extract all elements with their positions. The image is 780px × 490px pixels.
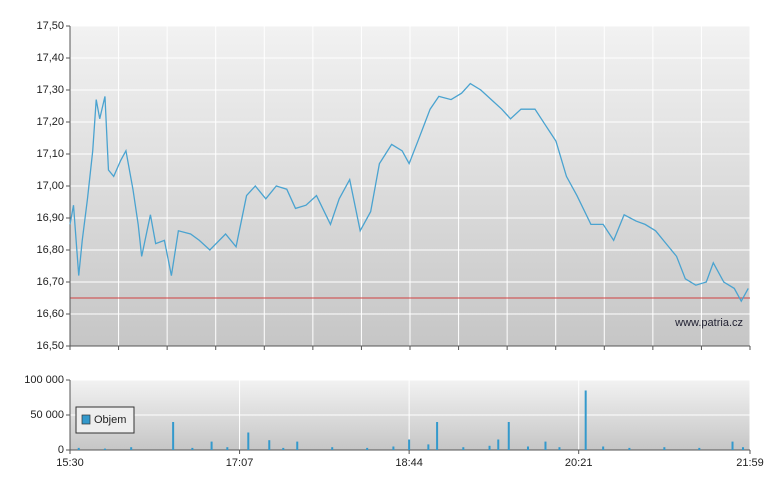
volume-bar: [558, 447, 561, 450]
volume-bar: [584, 390, 587, 450]
y-tick-label: 16,90: [36, 212, 64, 224]
volume-bar: [663, 447, 666, 450]
legend-swatch: [81, 414, 91, 425]
legend-label: Objem: [94, 414, 126, 426]
volume-bar: [544, 441, 547, 450]
volume-bar: [488, 445, 491, 450]
y-tick-label: 17,10: [36, 148, 64, 160]
volume-bar: [77, 447, 80, 450]
volume-bar: [392, 446, 395, 450]
volume-bar: [191, 447, 194, 450]
y-tick-label: 0: [58, 444, 64, 456]
x-tick-label: 15:30: [56, 457, 84, 469]
volume-bar: [497, 439, 500, 450]
volume-bar: [742, 447, 745, 450]
x-tick-label: 20:21: [565, 457, 593, 469]
volume-bar: [628, 447, 631, 450]
y-tick-label: 17,50: [36, 20, 64, 32]
volume-bar: [210, 441, 213, 450]
y-tick-label: 16,80: [36, 244, 64, 256]
volume-bar: [698, 447, 701, 450]
y-tick-label: 17,00: [36, 180, 64, 192]
x-tick-label: 17:07: [226, 457, 254, 469]
volume-bar: [507, 422, 510, 450]
volume-bar: [408, 439, 411, 450]
y-tick-label: 17,30: [36, 84, 64, 96]
watermark: www.patria.cz: [674, 317, 743, 329]
volume-bar: [296, 441, 299, 450]
volume-bar: [172, 422, 175, 450]
volume-bar: [226, 447, 229, 450]
volume-bar: [268, 440, 271, 450]
volume-bar: [731, 441, 734, 450]
volume-bar: [282, 447, 285, 450]
volume-bar: [130, 447, 133, 450]
y-tick-label: 16,50: [36, 340, 64, 352]
volume-bar: [103, 448, 106, 450]
volume-bar: [526, 446, 529, 450]
volume-bar: [462, 447, 465, 450]
x-tick-label: 21:59: [736, 457, 764, 469]
volume-bar: [436, 422, 439, 450]
y-tick-label: 100 000: [24, 374, 64, 386]
y-tick-label: 17,40: [36, 52, 64, 64]
x-tick-label: 18:44: [395, 457, 423, 469]
volume-bar: [602, 446, 605, 450]
volume-bar: [366, 447, 369, 450]
y-tick-label: 16,70: [36, 276, 64, 288]
volume-bar: [331, 447, 334, 450]
volume-bar: [427, 444, 430, 450]
y-tick-label: 50 000: [30, 409, 64, 421]
volume-bar: [247, 432, 250, 450]
y-tick-label: 17,20: [36, 116, 64, 128]
price-line: [69, 82, 749, 303]
y-tick-label: 16,60: [36, 308, 64, 320]
